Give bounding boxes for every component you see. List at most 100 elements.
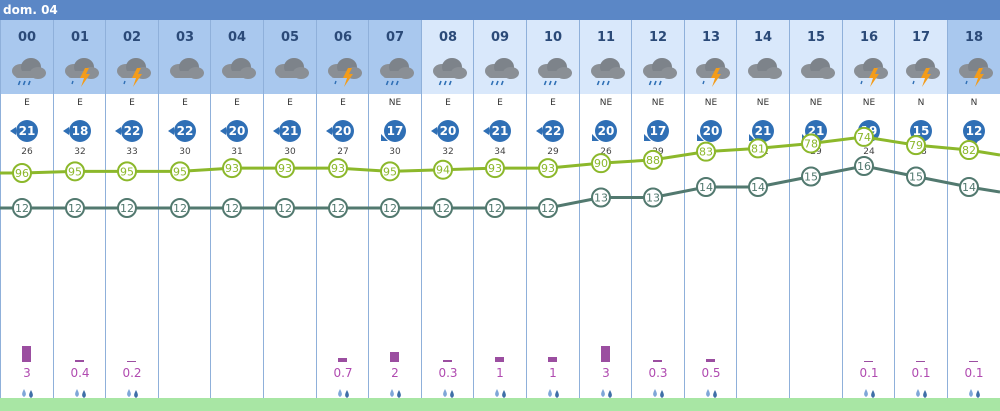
precipitation-bar xyxy=(706,359,715,362)
hour-label: 05 xyxy=(280,30,300,45)
humidity-label: 78 xyxy=(804,137,818,150)
humidity-point xyxy=(380,161,400,182)
humidity-label: 95 xyxy=(68,165,82,178)
hour-label: 09 xyxy=(490,30,510,45)
precipitation-bar xyxy=(390,352,399,362)
humidity-point xyxy=(906,135,926,156)
temperature-label: 15 xyxy=(804,171,818,184)
ground-strip xyxy=(0,398,1000,411)
wind-arrow-icon xyxy=(697,134,704,141)
wind-speed-badge: 17 xyxy=(384,120,406,142)
humidity-label: 93 xyxy=(278,162,292,175)
wind-direction: N xyxy=(970,98,978,108)
temperature-point xyxy=(170,198,190,218)
wind-arrow-icon xyxy=(273,127,279,135)
wind-direction: E xyxy=(550,98,556,108)
precipitation-bar xyxy=(653,360,662,362)
hour-header xyxy=(1,20,53,94)
wind-arrow-icon xyxy=(431,127,437,135)
wind-arrow-icon xyxy=(381,134,388,141)
humidity-point xyxy=(328,158,348,179)
raindrops-icon xyxy=(336,385,352,398)
hour-label: 17 xyxy=(911,30,931,45)
precipitation-bar xyxy=(601,346,610,362)
humidity-point xyxy=(222,158,242,179)
hour-column-05: 05 E 21 30 xyxy=(263,20,316,411)
hour-header xyxy=(685,20,737,94)
thunder-cloud-icon xyxy=(900,54,944,88)
raindrops-icon xyxy=(546,385,562,398)
wind-gust: 30 xyxy=(179,147,191,157)
wind-direction: NE xyxy=(756,98,770,108)
rain-cloud-icon xyxy=(585,54,629,88)
wind-speed-badge: 21 xyxy=(279,120,301,142)
hour-label: 13 xyxy=(701,30,721,45)
humidity-point xyxy=(854,126,874,147)
humidity-label: 93 xyxy=(541,162,555,175)
day-header-bar: dom. 04 xyxy=(0,0,1000,20)
wind-speed-badge: 20 xyxy=(226,120,248,142)
wind-direction: NE xyxy=(651,98,665,108)
wind-arrow-icon xyxy=(483,127,489,135)
precipitation-bar xyxy=(22,346,31,362)
humidity-point xyxy=(959,140,979,161)
wind-direction: E xyxy=(340,98,346,108)
wind-speed-badge: 22 xyxy=(121,120,143,142)
precipitation-value: 1 xyxy=(496,366,504,380)
temperature-label: 12 xyxy=(173,202,187,215)
hour-column-02: 02 E 22 33 0.2 xyxy=(105,20,158,411)
wind-gust: 32 xyxy=(74,147,86,157)
humidity-point xyxy=(696,141,716,162)
hour-column-03: 03 E 22 30 xyxy=(158,20,211,411)
temperature-point xyxy=(12,198,32,218)
humidity-point xyxy=(433,159,453,180)
humidity-label: 79 xyxy=(909,139,923,152)
temperature-label: 14 xyxy=(699,181,713,194)
raindrops-icon xyxy=(73,385,89,398)
hour-header xyxy=(580,20,632,94)
precipitation-bar xyxy=(916,361,925,362)
precipitation-value: 0.3 xyxy=(438,366,458,380)
hour-label: 04 xyxy=(227,30,247,45)
precipitation-value: 0.1 xyxy=(964,366,984,380)
hour-header xyxy=(895,20,947,94)
precipitation-value: 0.2 xyxy=(122,366,142,380)
wind-direction: N xyxy=(917,98,925,108)
hour-column-06: 06 E 20 27 0.7 xyxy=(316,20,369,411)
precipitation-bar xyxy=(443,360,452,362)
hour-label: 12 xyxy=(648,30,668,45)
humidity-label: 96 xyxy=(15,167,29,180)
wind-direction: NE xyxy=(862,98,876,108)
humidity-point xyxy=(748,138,768,159)
wind-direction: E xyxy=(445,98,451,108)
temperature-point xyxy=(328,198,348,218)
wind-speed-badge: 21 xyxy=(489,120,511,142)
precipitation-bar xyxy=(338,358,347,362)
humidity-point xyxy=(12,163,32,183)
precipitation-value: 0.5 xyxy=(701,366,721,380)
precipitation-value: 0.4 xyxy=(70,366,90,380)
humidity-point xyxy=(117,161,137,182)
hour-label: 07 xyxy=(385,30,405,45)
precipitation-value: 0.1 xyxy=(911,366,931,380)
wind-arrow-icon xyxy=(536,127,542,135)
humidity-point xyxy=(65,161,85,182)
hour-column-08: 08 E 20 32 0.3 xyxy=(421,20,474,411)
hour-label: 06 xyxy=(333,30,353,45)
humidity-point xyxy=(591,153,611,174)
wind-speed-badge: 20 xyxy=(700,120,722,142)
thunder-cloud-icon xyxy=(111,54,155,88)
wind-gust: 33 xyxy=(126,147,138,157)
wind-gust: 26 xyxy=(600,147,612,157)
hour-column-11: 11 NE 20 26 3 xyxy=(579,20,632,411)
precipitation-value: 0.1 xyxy=(859,366,879,380)
humidity-label: 93 xyxy=(488,162,502,175)
wind-arrow-icon xyxy=(115,127,121,135)
hour-column-01: 01 E 18 32 0.4 xyxy=(53,20,106,411)
humidity-label: 81 xyxy=(751,142,765,155)
wind-arrow-icon xyxy=(644,134,651,141)
precipitation-value: 0.3 xyxy=(648,366,668,380)
hour-label: 03 xyxy=(175,30,195,45)
wind-direction: E xyxy=(182,98,188,108)
wind-direction: E xyxy=(24,98,30,108)
